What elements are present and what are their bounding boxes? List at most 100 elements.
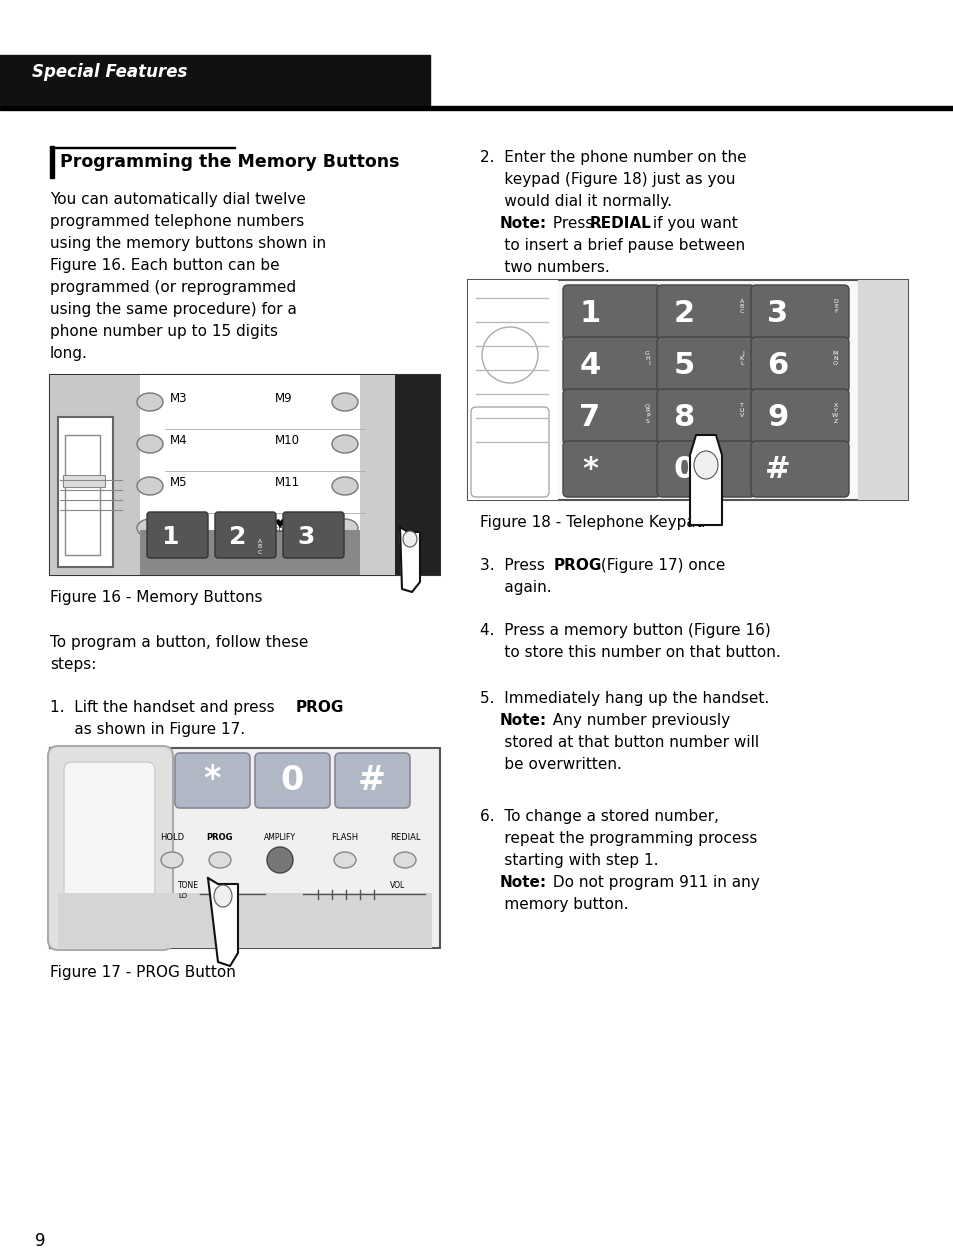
Text: two numbers.: two numbers. <box>479 260 609 275</box>
Ellipse shape <box>693 451 718 479</box>
Text: memory button.: memory button. <box>479 897 628 912</box>
Text: Any number previously: Any number previously <box>547 713 729 728</box>
Text: *: * <box>581 454 598 483</box>
Text: 3.  Press: 3. Press <box>479 558 549 573</box>
Text: Programming the Memory Buttons: Programming the Memory Buttons <box>60 154 399 171</box>
Ellipse shape <box>402 530 416 547</box>
Bar <box>58 417 112 567</box>
Text: 9: 9 <box>35 1232 46 1248</box>
Text: Figure 18 - Telephone Keypad: Figure 18 - Telephone Keypad <box>479 515 705 530</box>
Bar <box>50 146 54 178</box>
Text: 5: 5 <box>673 351 694 379</box>
Text: M10: M10 <box>274 434 299 448</box>
Text: Do not program 911 in any: Do not program 911 in any <box>547 875 759 890</box>
Text: phone number up to 15 digits: phone number up to 15 digits <box>50 324 277 339</box>
Text: Q
R
P
S: Q R P S <box>644 403 649 423</box>
Text: G
H
I: G H I <box>644 351 649 367</box>
Polygon shape <box>208 879 237 966</box>
Text: D
E
F: D E F <box>832 300 837 314</box>
Ellipse shape <box>161 852 183 869</box>
Text: 2.  Enter the phone number on the: 2. Enter the phone number on the <box>479 150 746 165</box>
Text: 8: 8 <box>673 403 694 432</box>
Text: FLASH: FLASH <box>331 832 358 842</box>
Text: X
Y
W
Z: X Y W Z <box>831 403 837 423</box>
Text: programmed (or reprogrammed: programmed (or reprogrammed <box>50 280 295 295</box>
Bar <box>857 280 907 500</box>
FancyBboxPatch shape <box>750 389 848 446</box>
Ellipse shape <box>137 436 163 453</box>
FancyBboxPatch shape <box>174 753 250 807</box>
Text: Note:: Note: <box>499 216 547 231</box>
Text: #: # <box>764 454 790 483</box>
Text: 6: 6 <box>766 351 788 379</box>
Text: You can automatically dial twelve: You can automatically dial twelve <box>50 192 306 207</box>
Text: VOL: VOL <box>390 881 405 890</box>
Ellipse shape <box>137 477 163 495</box>
FancyBboxPatch shape <box>562 337 660 393</box>
Text: steps:: steps: <box>50 656 96 671</box>
Bar <box>63 475 105 487</box>
Text: as shown in Figure 17.: as shown in Figure 17. <box>50 723 245 738</box>
Ellipse shape <box>332 393 357 411</box>
Text: XL-30 AMPLIFIED: XL-30 AMPLIFIED <box>225 527 283 533</box>
Text: 1: 1 <box>578 298 600 327</box>
Bar <box>395 374 439 575</box>
Text: 2: 2 <box>229 525 247 549</box>
Text: REDIAL: REDIAL <box>589 216 651 231</box>
Bar <box>58 894 432 948</box>
Text: 4: 4 <box>578 351 600 379</box>
Ellipse shape <box>137 519 163 537</box>
FancyBboxPatch shape <box>214 512 275 558</box>
Text: AMPLIFY: AMPLIFY <box>264 832 295 842</box>
Text: M4: M4 <box>170 434 188 448</box>
Text: starting with step 1.: starting with step 1. <box>479 852 658 869</box>
Text: *: * <box>203 764 220 796</box>
Circle shape <box>481 327 537 383</box>
Bar <box>140 374 359 575</box>
FancyBboxPatch shape <box>562 441 660 497</box>
FancyBboxPatch shape <box>657 389 754 446</box>
Text: to store this number on that button.: to store this number on that button. <box>479 645 780 660</box>
Text: M9: M9 <box>274 393 293 406</box>
Text: 1: 1 <box>161 525 178 549</box>
Polygon shape <box>399 527 419 592</box>
Text: 1.  Lift the handset and press: 1. Lift the handset and press <box>50 700 279 715</box>
Bar <box>468 280 907 500</box>
Text: #: # <box>357 764 386 796</box>
Text: 9: 9 <box>766 403 788 432</box>
Text: M6: M6 <box>170 518 188 532</box>
Text: Figure 16. Each button can be: Figure 16. Each button can be <box>50 258 279 273</box>
Ellipse shape <box>213 885 232 907</box>
Text: J
K
L: J K L <box>740 351 743 367</box>
Text: To program a button, follow these: To program a button, follow these <box>50 635 308 650</box>
Bar <box>50 374 140 575</box>
Text: long.: long. <box>50 346 88 361</box>
Text: if you want: if you want <box>647 216 737 231</box>
Text: PROG: PROG <box>554 558 601 573</box>
Text: 7: 7 <box>578 403 600 432</box>
FancyBboxPatch shape <box>562 389 660 446</box>
Text: Figure 17 - PROG Button: Figure 17 - PROG Button <box>50 965 235 980</box>
Text: 3: 3 <box>766 298 788 327</box>
Bar <box>0 106 953 110</box>
Ellipse shape <box>209 852 231 869</box>
Bar <box>140 530 359 575</box>
Text: ameriphone: ameriphone <box>152 525 203 534</box>
Text: 0: 0 <box>673 454 694 483</box>
Text: 5.  Immediately hang up the handset.: 5. Immediately hang up the handset. <box>479 691 768 706</box>
Text: M3: M3 <box>170 393 188 406</box>
Text: 3: 3 <box>297 525 314 549</box>
Text: Note:: Note: <box>499 875 547 890</box>
Text: (Figure 17) once: (Figure 17) once <box>596 558 724 573</box>
Text: would dial it normally.: would dial it normally. <box>479 193 671 208</box>
Text: T
U
V: T U V <box>739 403 743 418</box>
Text: 0: 0 <box>280 764 303 796</box>
Ellipse shape <box>332 436 357 453</box>
Text: 6.  To change a stored number,: 6. To change a stored number, <box>479 809 719 824</box>
Ellipse shape <box>332 519 357 537</box>
FancyBboxPatch shape <box>657 285 754 341</box>
Bar <box>65 436 100 555</box>
Text: keypad (Figure 18) just as you: keypad (Figure 18) just as you <box>479 172 735 187</box>
Ellipse shape <box>332 477 357 495</box>
FancyBboxPatch shape <box>335 753 410 807</box>
